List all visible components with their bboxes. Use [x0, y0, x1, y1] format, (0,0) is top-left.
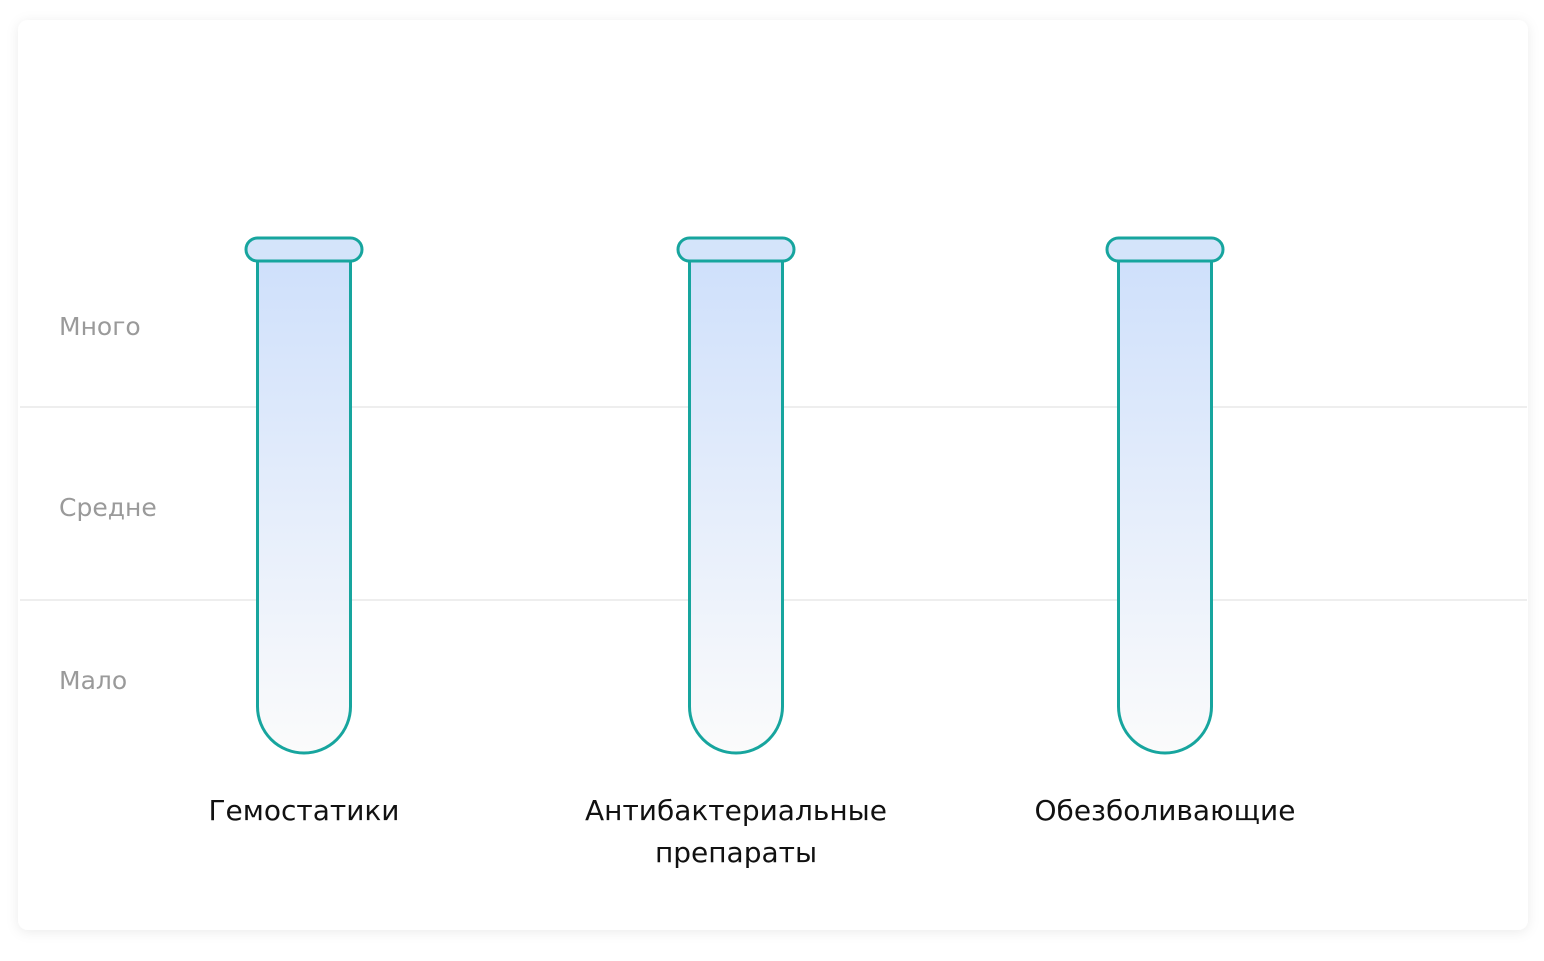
tubes: Гемостатики Антибактериальные препараты Обе…	[208, 236, 1296, 869]
tube-body	[1117, 261, 1213, 755]
tube-label: Антибактериальные	[585, 794, 887, 827]
tube-label: Обезболивающие	[1035, 794, 1296, 827]
tube-label: Гемостатики	[208, 794, 399, 827]
level-label: Мало	[59, 666, 127, 695]
tube-body	[688, 261, 784, 755]
tube-cap	[244, 236, 364, 263]
tube-cap	[676, 236, 796, 263]
tube-label: препараты	[655, 836, 817, 869]
level-label: Много	[59, 312, 141, 341]
tube-cap	[1105, 236, 1225, 263]
level-label: Средне	[59, 493, 157, 522]
tube-body	[256, 261, 352, 755]
